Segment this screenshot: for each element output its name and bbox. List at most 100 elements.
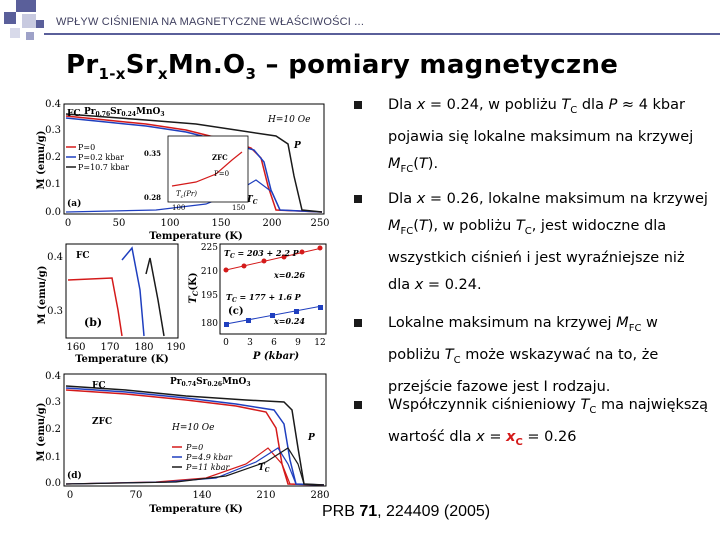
data-point: [317, 245, 323, 251]
figure-d: 0.0 0.1 0.2 0.3 0.4 0 70 140 210 280 Tem…: [36, 371, 330, 515]
fc-label: FC: [92, 381, 106, 391]
x-tick-label: 70: [130, 490, 143, 501]
x-tick-labels: 0 50 100 150 200 250: [65, 218, 330, 229]
x-axis-label: P (kbar): [252, 351, 299, 362]
y-tick-label: 0.1: [45, 452, 61, 463]
series-label-x026: x=0.26: [273, 270, 305, 280]
sample-label: Pr0.74Sr0.26MnO3: [170, 377, 251, 388]
data-point: [246, 318, 251, 323]
data-point: [281, 254, 287, 260]
bullet-item: Lokalne maksimum na krzywej MFC w pobliż…: [350, 310, 710, 395]
y-tick-label: 195: [201, 291, 218, 301]
data-point: [299, 249, 305, 255]
y-tick-label: 0.2: [45, 152, 61, 163]
y-tick-labels: 0.0 0.1 0.2 0.3 0.4: [45, 371, 61, 489]
inset-zfc: ZFC: [212, 153, 228, 162]
pressure-arrow-label: P: [293, 141, 301, 151]
y-tick-label: 0.3: [45, 125, 61, 136]
y-tick-label: 180: [201, 319, 218, 329]
legend-entry: P=0: [185, 443, 203, 452]
x-tick-label: 250: [310, 218, 329, 229]
panel-label: (d): [67, 470, 82, 481]
x-tick-label: 210: [256, 490, 275, 501]
x-tick-label: 50: [113, 218, 126, 229]
square-bullet-icon: [354, 401, 362, 409]
fc-curve-p0: [65, 389, 325, 486]
bullet-item: Współczynnik ciśnieniowy TC ma największ…: [350, 392, 710, 482]
y-tick-label: 0.4: [47, 252, 63, 263]
x-axis-label: Temperature (K): [149, 231, 243, 242]
field-label: H=10 Oe: [267, 115, 310, 125]
x-tick-label: 12: [314, 338, 325, 348]
panel-label: (b): [84, 316, 102, 329]
x-axis-label: Temperature (K): [75, 354, 169, 364]
data-point: [241, 263, 247, 269]
inset-tc: Tc(Pr): [176, 190, 197, 200]
fc-curve-p0: [67, 277, 123, 337]
inset-frame: [167, 135, 249, 203]
bullet-list: Dla x = 0.24, w pobliżu TC dla P ≈ 4 kba…: [350, 92, 710, 482]
y-tick-label: 0.2: [45, 424, 61, 435]
x-tick-label: 140: [192, 490, 211, 501]
y-tick-label: 210: [201, 267, 218, 277]
annotations: TC = 203 + 2.2 P x=0.26 TC = 177 + 1.6 P…: [224, 248, 305, 326]
x-tick-label: 190: [166, 342, 185, 353]
corner-decoration: [0, 0, 60, 48]
inset-y-tick: 0.28: [144, 193, 161, 202]
header-rule: [44, 33, 720, 35]
legend-entry: P=10.7 kbar: [78, 163, 129, 172]
tc-label: TC: [258, 463, 270, 474]
x-tick-label: 160: [66, 342, 85, 353]
square-bullet-icon: [354, 319, 362, 327]
y-tick-labels: 180 195 210 225: [201, 243, 218, 329]
header-text: WPŁYW CIŚNIENIA NA MAGNETYCZNE WŁAŚCIWOŚ…: [56, 16, 365, 28]
y-axis-label: M (emu/g): [36, 403, 47, 462]
x-axis-label: Temperature (K): [149, 504, 243, 515]
x-tick-label: 200: [262, 218, 281, 229]
legend-entry: P=4.9 kbar: [185, 453, 233, 462]
points-x026: [223, 245, 323, 273]
zfc-label: ZFC: [92, 417, 112, 427]
data-point: [223, 267, 229, 273]
points-x024: [224, 305, 323, 327]
panel-label: (c): [228, 306, 244, 317]
inset-x-tick: 150: [232, 204, 245, 212]
slide-title: Pr1-xSrxMn.O3 – pomiary magnetyczne: [66, 50, 619, 84]
figure-c: 180 195 210 225 0 3 6 9 12 P (kbar) TC(K…: [188, 243, 327, 362]
fc-curve-p49: [65, 387, 325, 486]
y-axis-label: M (emu/g): [36, 131, 47, 190]
x-tick-label: 280: [310, 490, 329, 501]
panel-label: (a): [67, 198, 81, 209]
square-bullet-icon: [354, 195, 362, 203]
y-tick-labels: 0.0 0.1 0.2 0.3 0.4: [45, 99, 61, 218]
field-label: H=10 Oe: [171, 423, 214, 433]
x-tick-label: 150: [211, 218, 230, 229]
data-point: [261, 258, 267, 264]
data-point: [318, 305, 323, 310]
reference: PRB 71, 224409 (2005): [322, 503, 491, 520]
inset-x-tick: 100: [172, 204, 185, 212]
fit-equation-x024: TC = 177 + 1.6 P: [226, 292, 302, 304]
fit-equation-x026: TC = 203 + 2.2 P: [224, 248, 300, 260]
legend-entry: P=0.2 kbar: [78, 153, 124, 162]
y-tick-label: 0.0: [45, 478, 61, 489]
legend-entry: P=0: [78, 143, 95, 152]
fc-label: FC: [76, 251, 90, 261]
legend-entry: P=11 kbar: [185, 463, 231, 472]
data-point: [270, 313, 275, 318]
y-tick-labels: 0.3 0.4: [47, 252, 63, 317]
fc-label: FC: [67, 109, 81, 119]
zfc-curve-p11: [65, 447, 305, 485]
pressure-arrow-label: P: [307, 433, 315, 443]
bullet-item: Dla x = 0.24, w pobliżu TC dla P ≈ 4 kba…: [350, 92, 710, 186]
x-tick-label: 0: [223, 338, 229, 348]
x-tick-label: 0: [65, 218, 71, 229]
y-tick-label: 225: [201, 243, 218, 253]
fc-curve-p11: [65, 385, 325, 486]
figure-b: 0.3 0.4 160 170 180 190 Temperature (K) …: [37, 243, 186, 364]
x-tick-label: 9: [295, 338, 301, 348]
x-tick-label: 0: [67, 490, 73, 501]
y-axis-label: M (emu/g): [37, 266, 48, 325]
annotations: FC Pr0.76Sr0.24MnO3 H=10 Oe P TC (a) P=0…: [67, 107, 310, 209]
square-bullet-icon: [354, 101, 362, 109]
